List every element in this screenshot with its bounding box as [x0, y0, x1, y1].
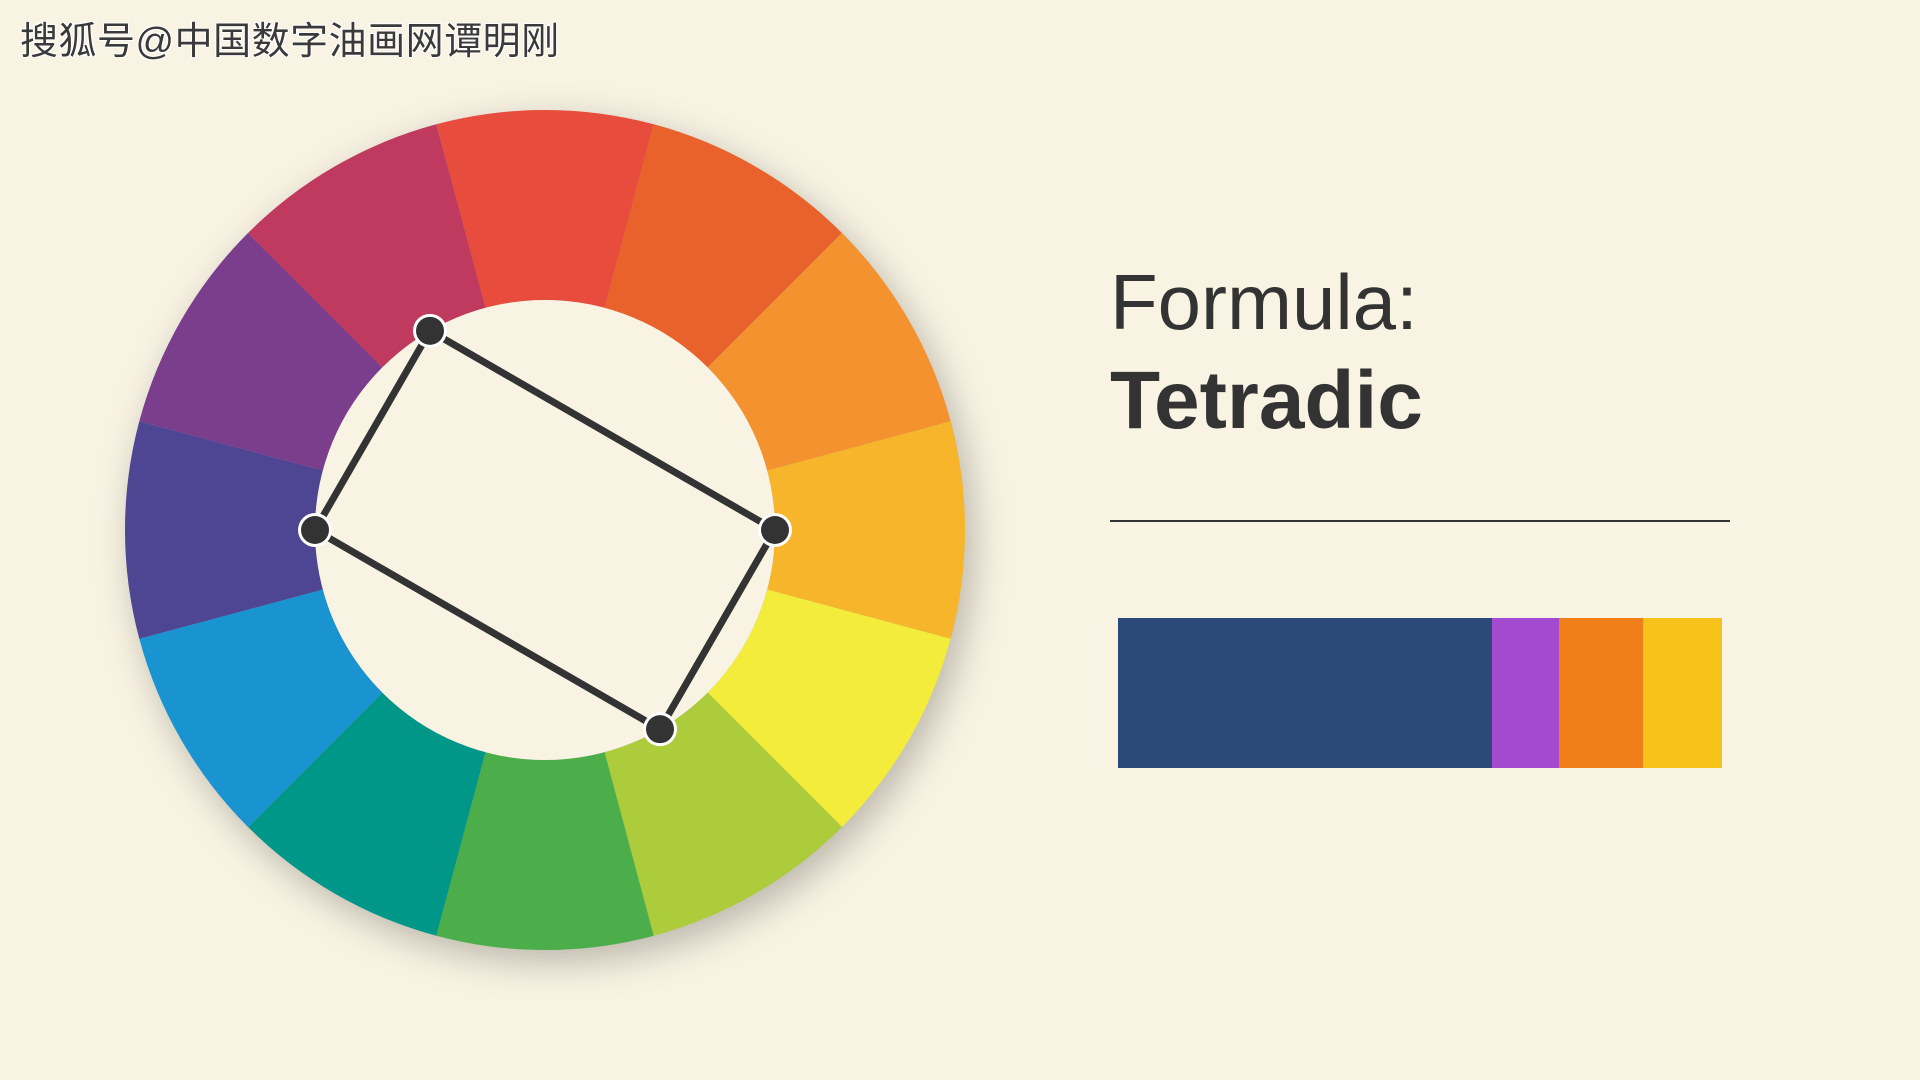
formula-text-block: Formula: Tetradic [1110, 260, 1730, 446]
color-wheel-svg [95, 80, 995, 980]
divider-line [1110, 520, 1730, 522]
color-wheel [95, 80, 995, 980]
formula-name: Tetradic [1110, 356, 1730, 446]
color-palette [1118, 618, 1722, 768]
palette-swatch [1492, 618, 1558, 768]
palette-swatch [1643, 618, 1722, 768]
watermark-text: 搜狐号@中国数字油画网谭明刚 [20, 10, 560, 65]
palette-swatch [1559, 618, 1644, 768]
palette-swatch [1118, 618, 1492, 768]
formula-label: Formula: [1110, 260, 1730, 346]
